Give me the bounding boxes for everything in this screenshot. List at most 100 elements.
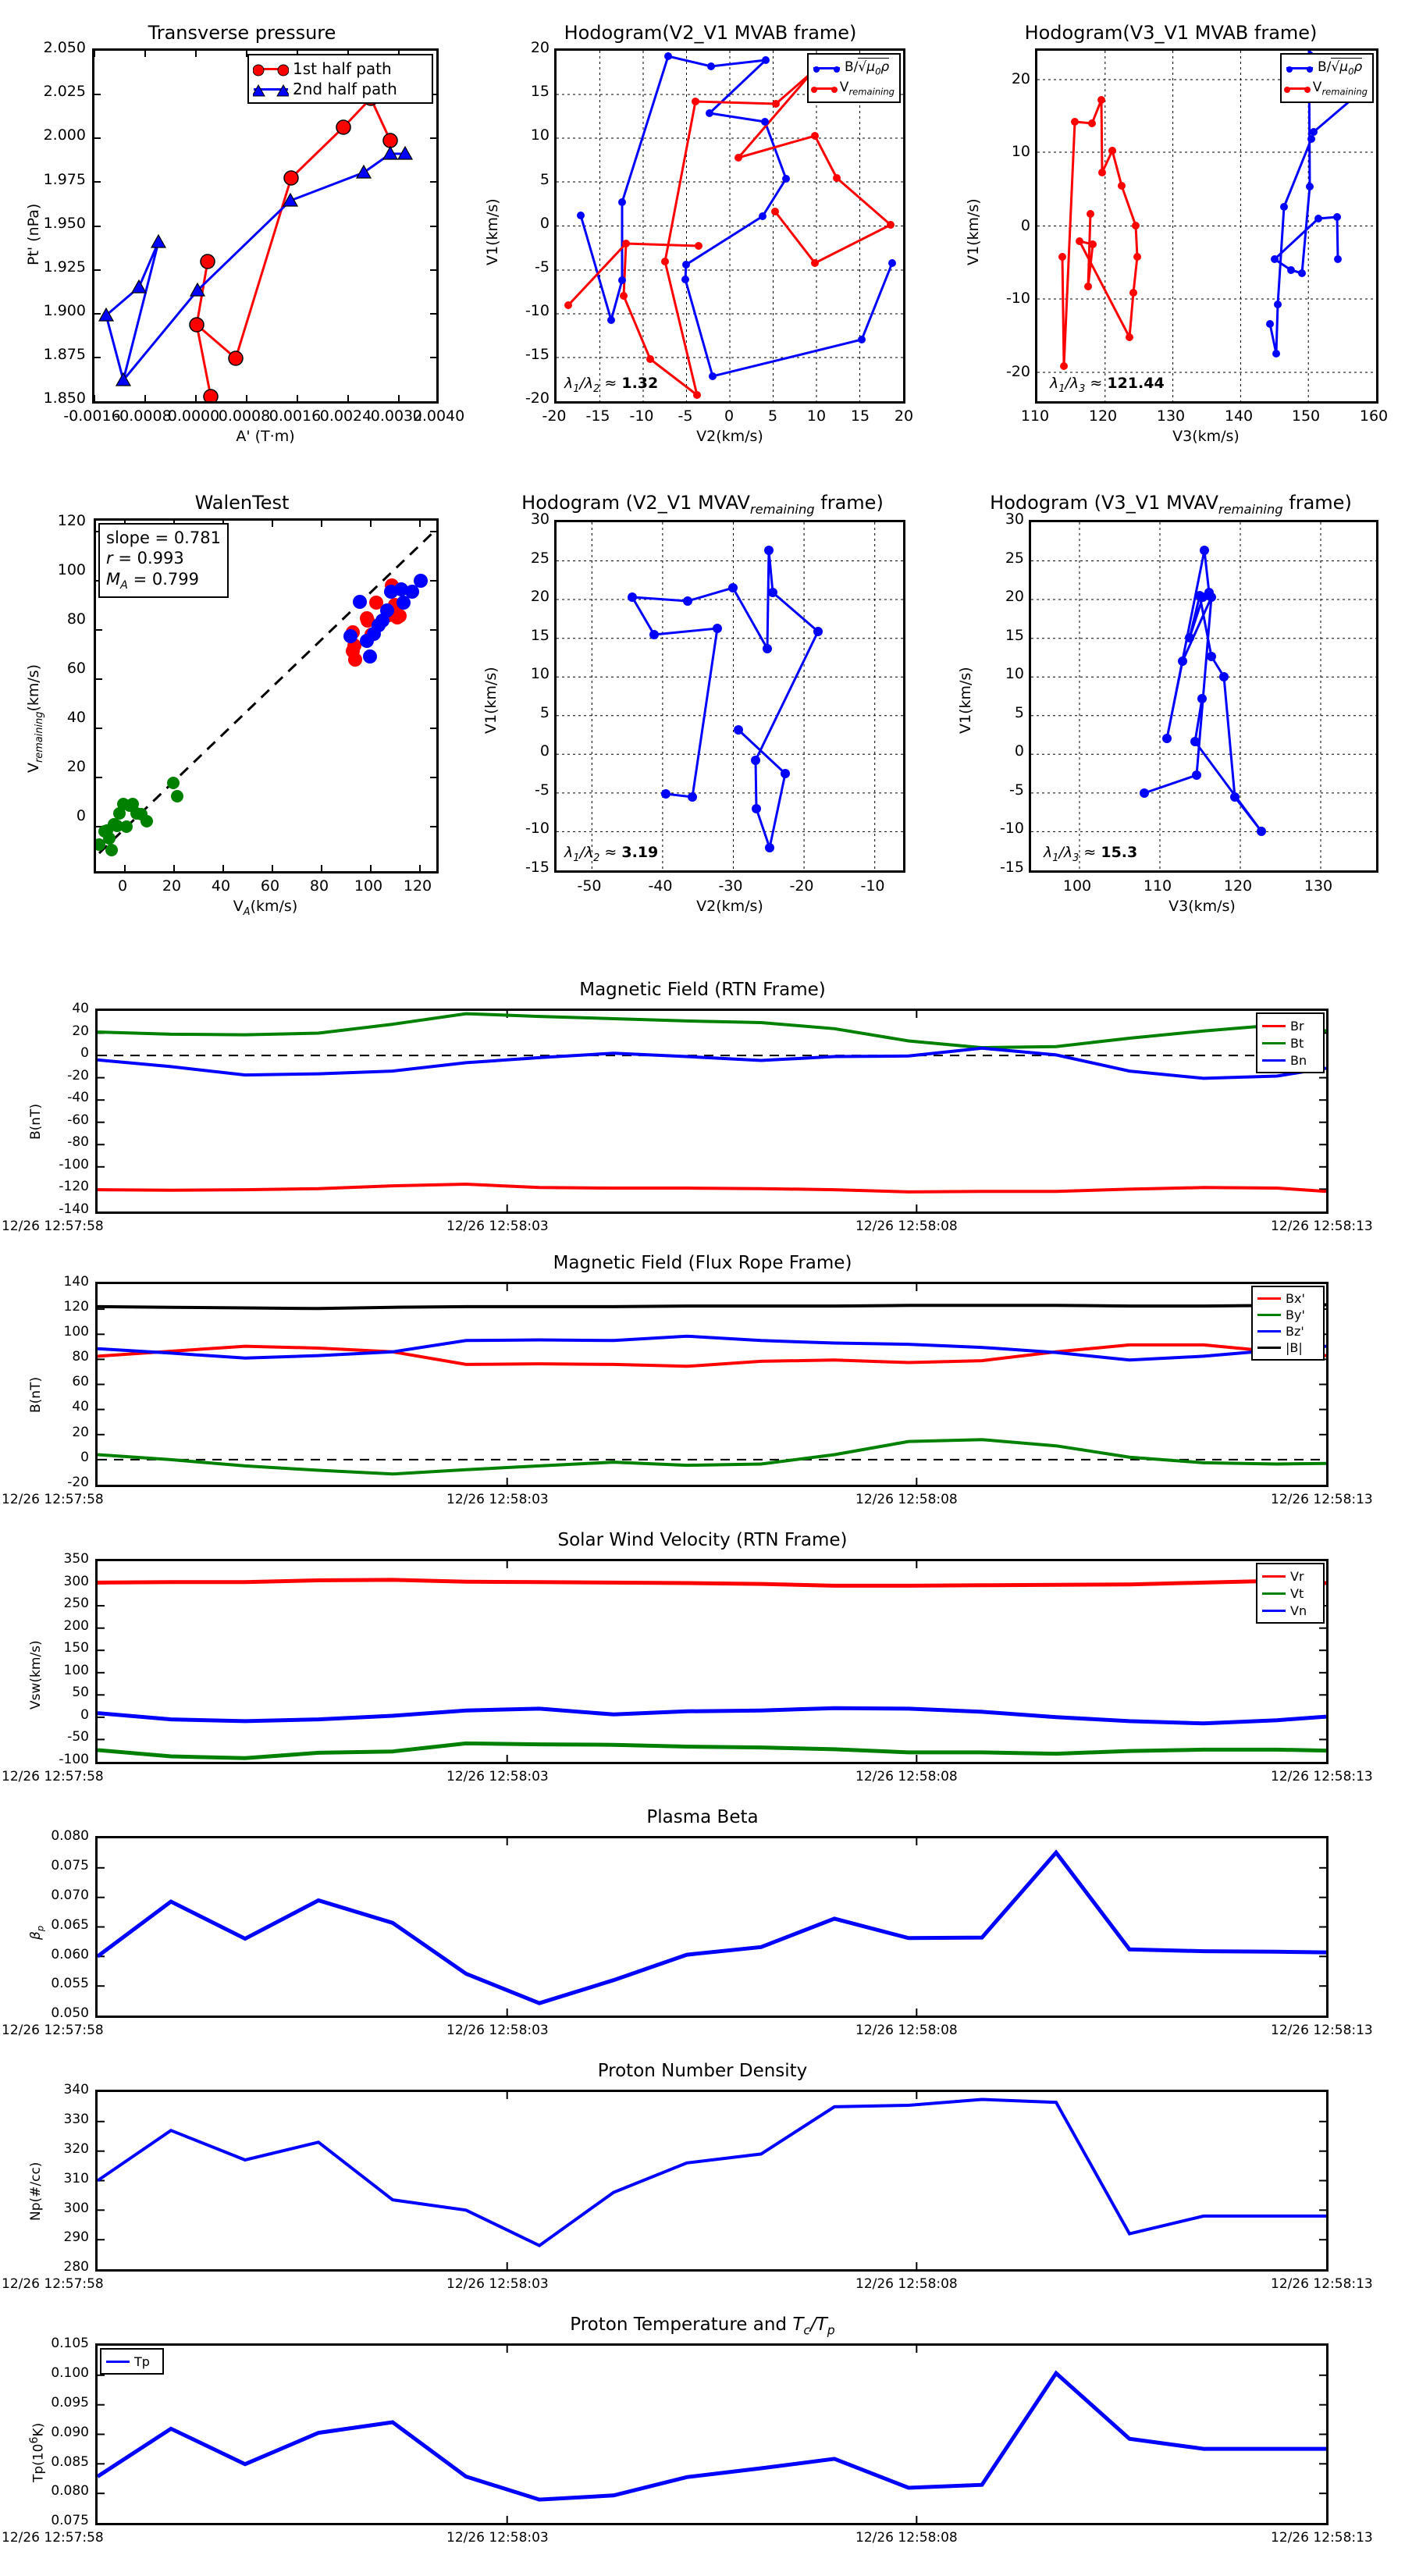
ytick: -140	[59, 1201, 89, 1217]
ytick: 15	[530, 627, 550, 644]
xtick: -0.0008	[114, 407, 172, 425]
ytick: 0.085	[51, 2454, 89, 2470]
legend-line-bn	[1262, 1059, 1286, 1062]
xtick: 110	[1143, 877, 1172, 895]
legend-item: Vr	[1262, 1567, 1318, 1585]
x-axis-label: V2(km/s)	[696, 428, 763, 445]
marker-dot-icon	[810, 86, 838, 93]
xtick: 100	[1062, 877, 1092, 895]
eigenvalue-ratio-annotation: λ1/λ2 ≈ 3.19	[564, 844, 659, 864]
plot-area	[95, 2090, 1329, 2272]
ytick: -100	[59, 1752, 89, 1767]
ytick: 80	[66, 610, 86, 628]
ytick: 100	[63, 1324, 89, 1340]
ytick: 5	[539, 171, 550, 188]
legend-item: Tp	[106, 2353, 158, 2370]
ytick: 1.925	[43, 258, 86, 276]
xtick: 0.0008	[218, 407, 271, 425]
ytick: -15	[525, 346, 550, 363]
ytick: 0.080	[51, 2483, 89, 2499]
ytick: 30	[1005, 511, 1024, 528]
y-axis-label: Vremaining(km/s)	[25, 664, 45, 773]
xtick: 0.0040	[412, 407, 465, 425]
ytick: 2.050	[43, 39, 86, 56]
ytick: 350	[63, 1551, 89, 1567]
legend-label-br: Br	[1290, 1018, 1304, 1034]
ytick: 200	[63, 1618, 89, 1634]
legend-line-bmag	[1257, 1347, 1281, 1349]
ytick: -60	[67, 1112, 89, 1128]
panel-title: Proton Temperature and Tc/Tp	[570, 2314, 835, 2338]
walen-test-svg	[96, 521, 436, 871]
legend-line-by	[1257, 1314, 1281, 1316]
ytick: 280	[63, 2259, 89, 2275]
legend-hodogram-v3v1-mvab: B/√μ0ρ Vremaining	[1280, 53, 1374, 103]
ytick: 0.055	[51, 1976, 89, 1991]
xtick: -10	[629, 407, 654, 425]
ytick: 0	[76, 807, 86, 824]
legend-proton-temperature: Tp	[100, 2348, 164, 2375]
stat-r: r = 0.993	[106, 549, 184, 568]
bfield-fluxrope-svg	[98, 1284, 1326, 1485]
ytick: 150	[63, 1640, 89, 1656]
time-tick: 12/26 12:57:58	[2, 1219, 104, 1234]
xtick: -50	[577, 877, 602, 895]
stat-slope: slope = 0.781	[106, 528, 221, 547]
ytick: -20	[525, 390, 550, 407]
hodogram-v2v1-mvav-svg	[557, 522, 903, 870]
legend-label-bx: Bx'	[1286, 1291, 1305, 1306]
panel-bfield-fluxrope: Magnetic Field (Flux Rope Frame)	[0, 1253, 1405, 1534]
ytick: -40	[67, 1090, 89, 1105]
ytick: 0.100	[51, 2365, 89, 2381]
panel-proton-density: Proton Number Density 340 330 320 310 30…	[0, 2061, 1405, 2318]
ytick: 0	[80, 1045, 89, 1061]
ytick: 10	[1011, 143, 1030, 160]
panel-solar-wind-velocity: Solar Wind Velocity (RTN Frame)	[0, 1530, 1405, 1811]
xtick: 80	[309, 877, 329, 895]
legend-line-bt	[1262, 1041, 1286, 1044]
xtick: 0.0032	[370, 407, 423, 425]
ytick: 40	[66, 709, 86, 726]
panel-walen-test: WalenTest	[0, 468, 468, 921]
legend-label-by: By'	[1286, 1308, 1305, 1322]
legend-label-bmag: |B|	[1286, 1340, 1303, 1355]
y-axis-label: Np(#/cc)	[28, 2161, 44, 2221]
y-axis-label: B(nT)	[28, 1376, 44, 1413]
legend-item: 2nd half path	[253, 79, 427, 99]
legend-bfield-rtn: Br Bt Bn	[1256, 1012, 1325, 1073]
panel-title: WalenTest	[194, 492, 290, 514]
plot-area	[95, 1836, 1329, 2018]
xtick: 40	[211, 877, 231, 895]
xtick: -15	[585, 407, 610, 425]
legend-label-b-alfven: B/√μ0ρ	[1318, 57, 1363, 77]
time-tick: 12/26 12:58:13	[1271, 1219, 1373, 1234]
time-tick: 12/26 12:58:03	[446, 1219, 549, 1234]
ytick: -10	[525, 820, 550, 837]
ytick: 300	[63, 1574, 89, 1589]
legend-item: Vremaining	[810, 78, 895, 98]
legend-line-bz	[1257, 1330, 1281, 1332]
time-tick: 12/26 12:58:08	[855, 1219, 958, 1234]
panel-title: Proton Number Density	[597, 2061, 808, 2081]
ytick: 20	[530, 39, 550, 56]
xtick: 110	[1020, 407, 1050, 425]
legend-label-bn: Bn	[1290, 1052, 1307, 1068]
ytick: -10	[1005, 290, 1030, 307]
plot-area: Vr Vt Vn	[95, 1559, 1329, 1764]
legend-item: Bz'	[1257, 1323, 1318, 1340]
time-tick: 12/26 12:57:58	[2, 2023, 104, 2038]
legend-label: 1st half path	[293, 59, 392, 78]
legend-line-vt	[1262, 1592, 1286, 1595]
marker-dot-icon	[1286, 66, 1313, 73]
legend-line-b-alfven	[1286, 66, 1313, 73]
panel-title: Magnetic Field (RTN Frame)	[579, 980, 826, 1000]
ytick: -5	[535, 781, 550, 799]
x-axis-label: A' (T·m)	[236, 428, 295, 445]
panel-title: Hodogram (V2_V1 MVAVremaining frame)	[521, 492, 884, 517]
legend-item: Br	[1262, 1017, 1318, 1034]
hodogram-v2v1-mvab-svg	[557, 51, 903, 401]
panel-title: Transverse pressure	[148, 22, 336, 44]
ytick: 0.070	[51, 1888, 89, 1903]
plasma-beta-svg	[98, 1838, 1326, 2016]
y-axis-label: Vsw(km/s)	[28, 1640, 44, 1710]
